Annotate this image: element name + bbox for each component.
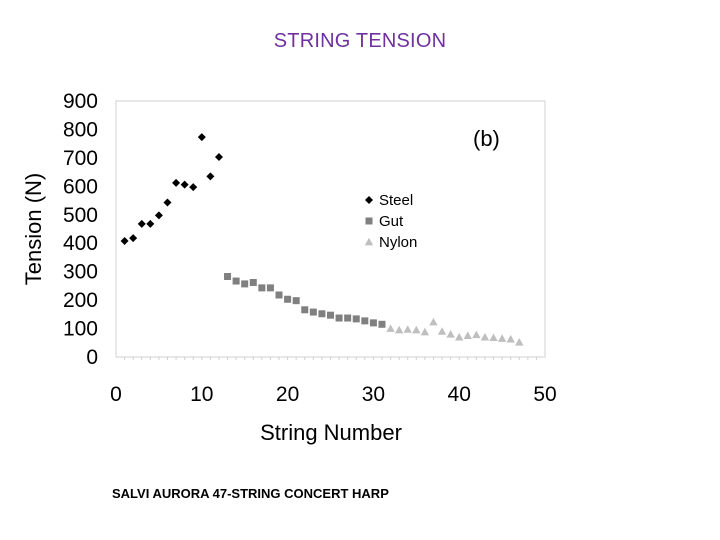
gut-point xyxy=(378,320,386,328)
panel-label: (b) xyxy=(473,126,500,151)
gut-point xyxy=(335,314,343,322)
data-points xyxy=(120,133,524,346)
y-tick-label: 700 xyxy=(63,147,98,170)
nylon-legend-label: Nylon xyxy=(379,234,417,251)
nylon-point xyxy=(394,325,404,334)
steel-point xyxy=(189,183,198,192)
gut-point xyxy=(292,297,300,305)
gut-point xyxy=(258,284,266,292)
y-axis-ticks: 0 100 200 300 400 500 600 700 800 900 xyxy=(63,90,98,369)
nylon-point xyxy=(480,332,490,341)
x-tick-label: 30 xyxy=(362,383,385,406)
y-tick-label: 0 xyxy=(86,346,98,369)
steel-point xyxy=(129,234,138,243)
y-tick-label: 200 xyxy=(63,289,98,312)
nylon-point xyxy=(455,332,464,341)
gut-point xyxy=(309,308,317,316)
gut-point xyxy=(249,278,257,286)
y-axis-title: Tension (N) xyxy=(21,173,46,285)
steel-point xyxy=(120,236,129,245)
legend: Steel Gut Nylon xyxy=(364,192,417,251)
x-tick-label: 40 xyxy=(448,383,471,406)
gut-point xyxy=(266,284,274,292)
gut-point xyxy=(327,311,334,319)
y-tick-label: 500 xyxy=(63,204,98,227)
gut-point xyxy=(224,273,232,281)
steel-point xyxy=(137,219,146,228)
steel-point xyxy=(197,133,206,142)
slide-caption: SALVI AURORA 47-STRING CONCERT HARP xyxy=(112,486,389,501)
gut-point xyxy=(369,319,377,327)
nylon-point xyxy=(412,325,421,334)
gut-point xyxy=(241,280,249,288)
steel-point xyxy=(214,153,223,162)
steel-legend-label: Steel xyxy=(379,192,413,209)
nylon-point xyxy=(420,327,430,336)
x-tick-label: 50 xyxy=(533,383,556,406)
steel-point xyxy=(163,198,172,207)
nylon-point xyxy=(497,334,507,342)
slide-title: STRING TENSION xyxy=(273,30,447,52)
gut-point xyxy=(301,306,309,314)
x-axis-ticks: 0 10 20 30 40 50 xyxy=(110,383,557,406)
steel-point xyxy=(180,180,189,189)
x-tick-label: 10 xyxy=(190,383,213,406)
nylon-point xyxy=(463,331,472,340)
steel-point xyxy=(206,172,215,181)
y-tick-label: 400 xyxy=(63,232,98,255)
nylon-point xyxy=(515,338,524,346)
gut-point xyxy=(318,310,326,318)
steel-legend-marker xyxy=(365,196,373,204)
y-tick-label: 100 xyxy=(63,318,98,341)
steel-point xyxy=(154,211,163,220)
y-tick-label: 600 xyxy=(63,175,98,198)
y-tick-label: 800 xyxy=(63,118,98,141)
gut-point xyxy=(352,315,360,323)
x-axis-title: String Number xyxy=(260,420,402,445)
y-tick-label: 900 xyxy=(63,90,98,113)
gut-legend-marker xyxy=(365,217,373,225)
x-tick-label: 0 xyxy=(110,383,122,406)
y-tick-label: 300 xyxy=(63,261,98,284)
nylon-point xyxy=(403,325,412,333)
plot-area xyxy=(115,100,546,360)
gut-legend-label: Gut xyxy=(379,213,404,230)
nylon-point xyxy=(437,327,447,335)
nylon-point xyxy=(446,330,455,338)
nylon-point xyxy=(386,324,395,332)
gut-point xyxy=(361,317,369,325)
nylon-point xyxy=(429,317,438,326)
gut-point xyxy=(344,314,352,322)
nylon-legend-marker xyxy=(364,237,374,246)
nylon-point xyxy=(489,333,498,342)
gut-point xyxy=(275,291,283,299)
steel-point xyxy=(146,219,155,228)
x-tick-label: 20 xyxy=(276,383,299,406)
nylon-point xyxy=(506,334,515,343)
gut-point xyxy=(232,277,240,285)
steel-point xyxy=(172,178,181,187)
nylon-point xyxy=(472,330,481,339)
gut-point xyxy=(284,295,292,303)
